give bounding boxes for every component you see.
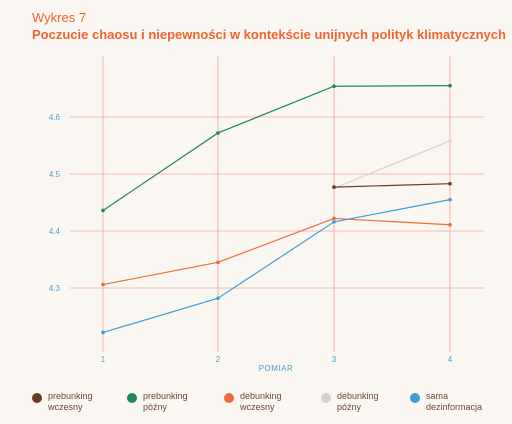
legend-label: prebunking wczesny (48, 391, 93, 412)
data-point (101, 282, 105, 287)
data-point (332, 220, 336, 224)
chart-title: Poczucie chaosu i niepewności w kontekśc… (32, 27, 506, 42)
data-point (332, 185, 336, 189)
data-point (216, 296, 220, 301)
series-line (102, 85, 451, 211)
y-tick-label: 4.5 (49, 170, 61, 179)
legend-swatch (224, 393, 234, 403)
legend-label: prebunking późny (143, 391, 188, 412)
legend-label: sama dezinformacja (426, 391, 483, 412)
legend-swatch (127, 393, 137, 403)
x-tick-label: 4 (448, 355, 453, 364)
data-point (448, 197, 452, 202)
x-tick-label: 2 (216, 355, 221, 364)
x-axis-label: POMIAR (259, 364, 294, 373)
data-point (101, 330, 105, 335)
legend-swatch (32, 393, 42, 403)
data-point (332, 216, 336, 221)
y-tick-label: 4.4 (49, 227, 61, 236)
series-line (333, 183, 451, 188)
series-line (333, 140, 451, 189)
legend-label: debunking późny (337, 391, 379, 412)
y-tick-label: 4.3 (49, 284, 61, 293)
line-chart: 1 2 3 4 4.3 4.4 4.5 4.6 POMIAR (49, 56, 484, 373)
data-point (101, 208, 105, 213)
chart-legend: prebunking wczesny prebunking późny debunk… (32, 391, 502, 421)
x-tick-label: 3 (332, 355, 337, 364)
y-tick-label: 4.6 (49, 113, 61, 122)
legend-swatch (410, 393, 420, 403)
data-point (332, 84, 336, 89)
series-line (102, 217, 451, 286)
data-point (448, 222, 452, 227)
legend-label: debunking wczesny (240, 391, 282, 412)
data-point (448, 83, 452, 88)
data-point (448, 181, 452, 186)
legend-swatch (321, 393, 331, 403)
data-point (448, 139, 452, 143)
data-point (216, 260, 220, 265)
series-line (102, 199, 451, 334)
figure-number: Wykres 7 (32, 10, 87, 25)
x-tick-label: 1 (101, 355, 106, 364)
data-point (216, 131, 220, 135)
